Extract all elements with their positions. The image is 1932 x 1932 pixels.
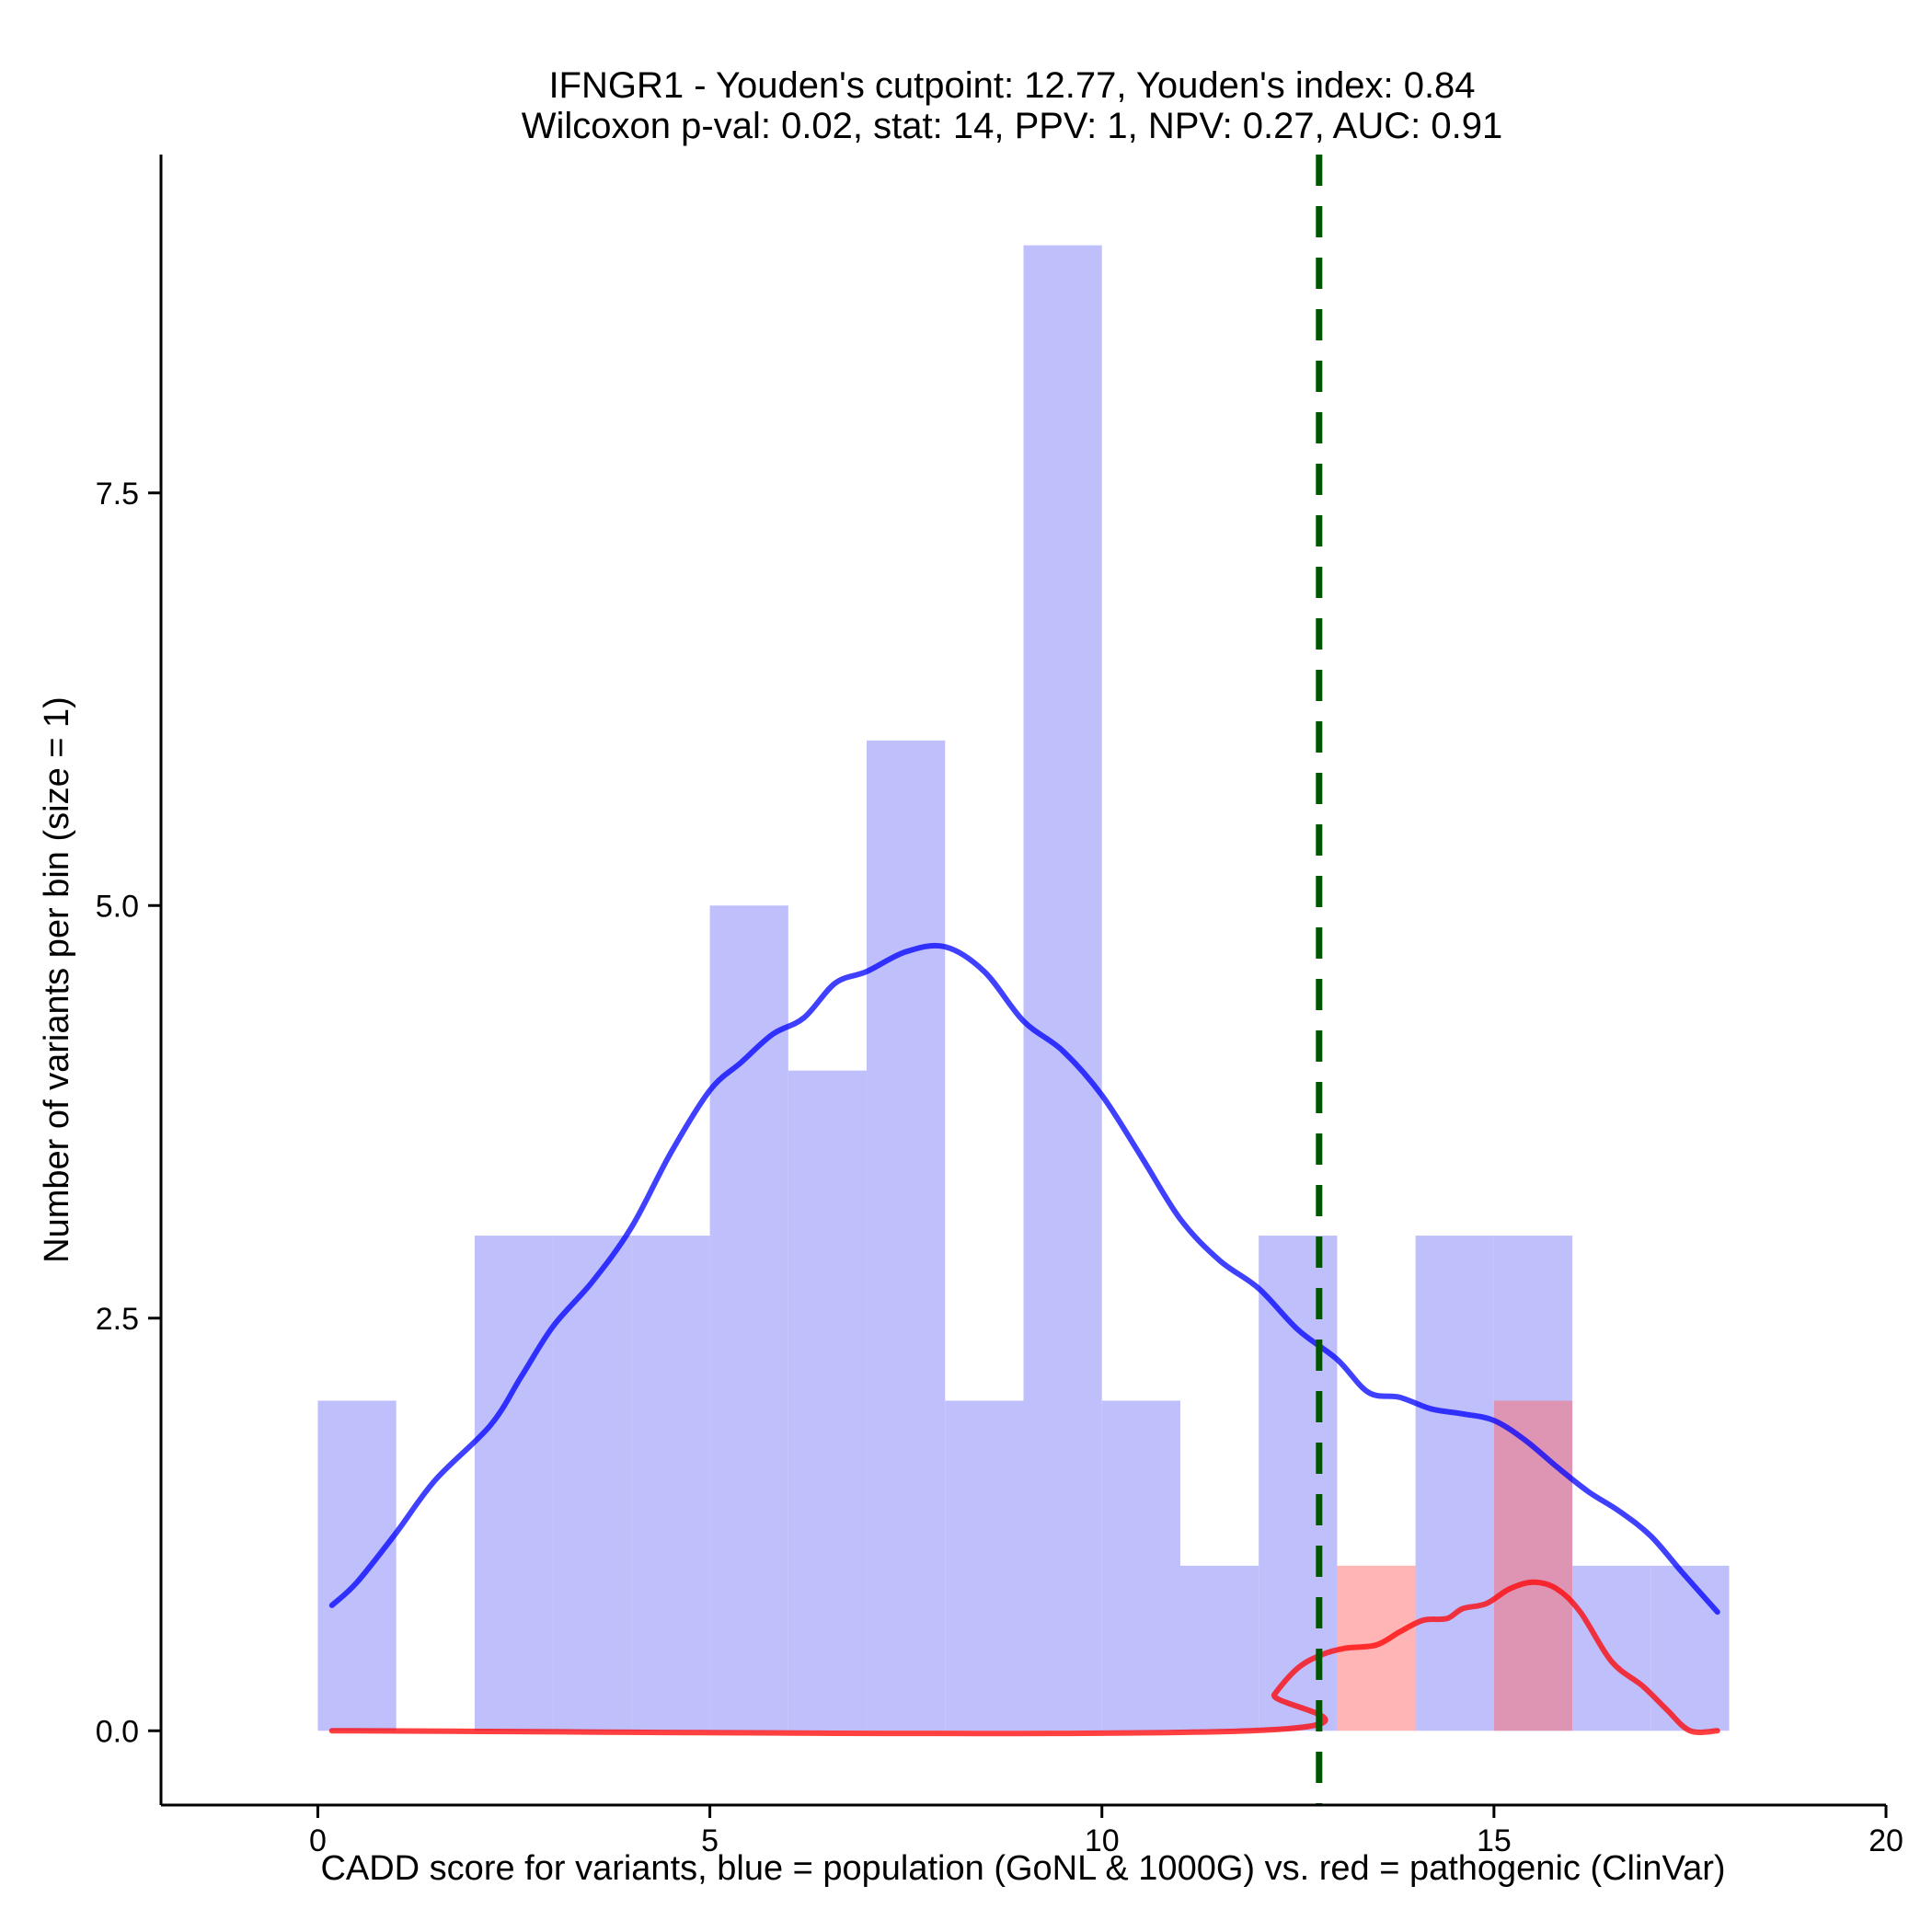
population-bars [317,245,1730,1731]
population-bar-3 [553,1236,632,1731]
y-axis-label: Number of variants per bin (size = 1) [38,696,76,1263]
population-bar-11 [1179,1565,1259,1731]
x-axis-ticks: 0 5 10 15 20 [309,1805,1903,1858]
pathogenic-bar-overlay-1 [1493,1400,1573,1731]
population-bar-10 [1101,1400,1180,1731]
population-bar-2 [474,1236,554,1731]
population-bar-5 [709,905,788,1731]
x-axis-label: CADD score for variants, blue = populati… [320,1849,1725,1888]
y-tick-label-7.5: 7.5 [96,477,139,512]
pathogenic-bar-1 [1493,1400,1573,1731]
x-tick-label-5: 5 [701,1823,719,1858]
x-tick-label-10: 10 [1085,1823,1120,1858]
x-tick-label-15: 15 [1477,1823,1512,1858]
chart-title: IFNGR1 - Youden's cutpoint: 12.77, Youde… [548,65,1475,106]
x-tick-label-0: 0 [309,1823,327,1858]
population-bar-16 [1572,1565,1651,1731]
population-bar-4 [631,1236,710,1731]
population-bar-0 [317,1400,397,1731]
pathogenic-bars [1337,1400,1573,1731]
population-bar-14 [1415,1236,1494,1731]
x-tick-label-20: 20 [1869,1823,1903,1858]
chart-subtitle: Wilcoxon p-val: 0.02, stat: 14, PPV: 1, … [522,106,1502,146]
population-bar-8 [945,1400,1024,1731]
y-tick-label-0.0: 0.0 [96,1714,139,1749]
population-bar-12 [1259,1236,1338,1731]
y-tick-label-2.5: 2.5 [96,1302,139,1337]
population-bar-9 [1023,245,1102,1731]
y-axis-ticks: 0.0 2.5 5.0 7.5 [96,477,161,1749]
population-density-line [328,942,1720,1616]
population-bar-7 [867,740,946,1731]
population-bar-6 [788,1070,868,1731]
y-tick-label-5.0: 5.0 [96,889,139,924]
population-bar-15 [1493,1236,1573,1731]
